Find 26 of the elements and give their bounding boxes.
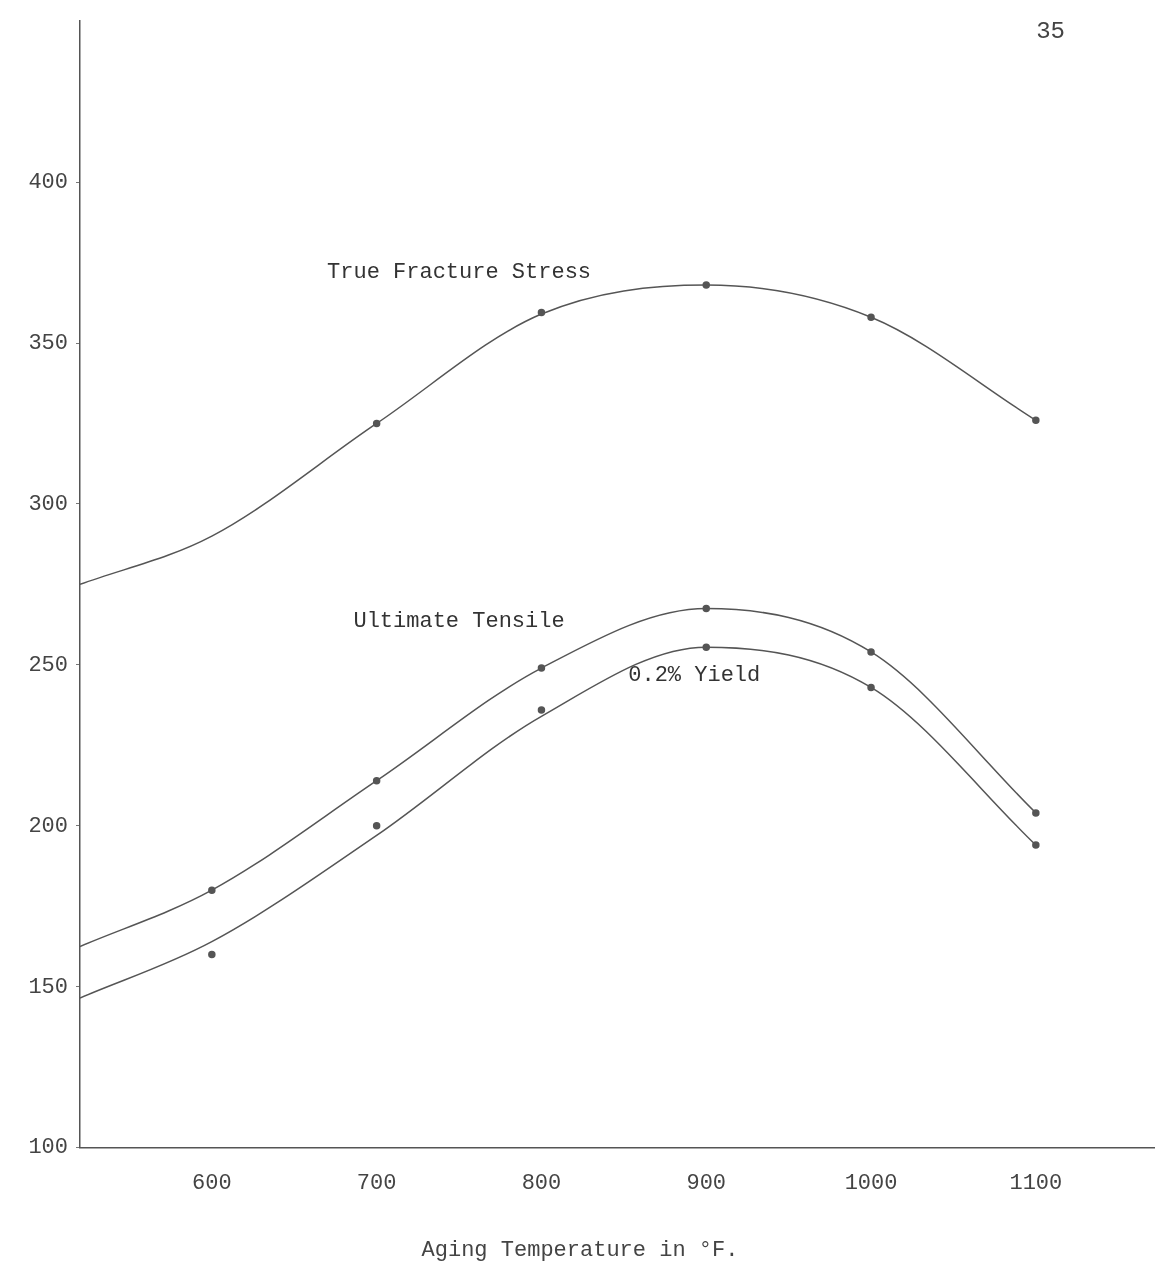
- series-label: 0.2% Yield: [628, 662, 761, 688]
- annotation: 35: [1036, 18, 1065, 45]
- x-tick-label: 900: [686, 1170, 727, 1196]
- point: [372, 822, 381, 830]
- y-tick-label: 150: [28, 974, 68, 1000]
- point: [537, 706, 546, 714]
- series-label: Ultimate Tensile: [353, 609, 565, 635]
- point: [702, 604, 710, 613]
- x-tick-label: 700: [356, 1170, 397, 1196]
- point: [1032, 841, 1040, 849]
- x-tick-label: 800: [521, 1170, 562, 1196]
- point: [208, 950, 216, 959]
- y-tick-label: 100: [28, 1135, 68, 1161]
- y-tick-label: 300: [28, 491, 68, 517]
- x-tick-label: 600: [192, 1170, 232, 1196]
- point: [1032, 416, 1040, 425]
- y-tick-label: 350: [28, 330, 68, 356]
- point: [1032, 809, 1040, 817]
- x-tick-label: 1100: [1009, 1170, 1063, 1196]
- point: [867, 648, 875, 656]
- x-tick-label: 1000: [844, 1170, 898, 1196]
- series-label: True Fracture Stress: [327, 259, 592, 285]
- y-tick-label: 400: [28, 169, 68, 195]
- y-tick-label: 250: [28, 652, 68, 678]
- y-tick-label: 200: [28, 813, 68, 839]
- x-axis-title: Aging Temperature in °F.: [420, 1238, 740, 1263]
